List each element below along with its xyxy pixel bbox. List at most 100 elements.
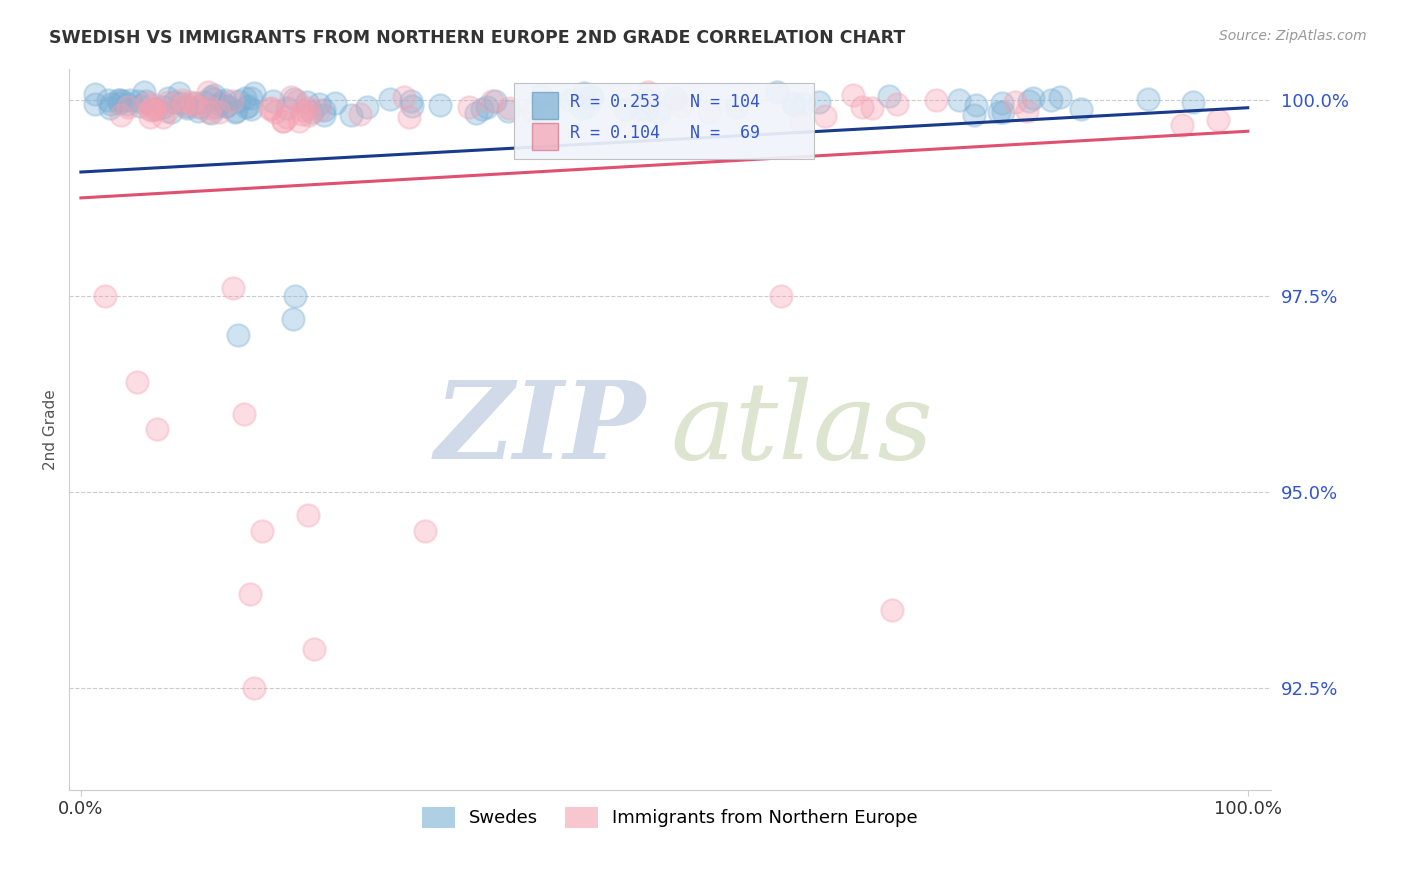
- Point: [471, 102, 494, 116]
- Point: [226, 328, 249, 343]
- Point: [276, 101, 298, 115]
- Point: [156, 104, 179, 119]
- Text: ZIP: ZIP: [434, 376, 647, 483]
- Point: [107, 95, 129, 110]
- Point: [291, 107, 314, 121]
- Point: [766, 85, 789, 99]
- Point: [323, 95, 346, 110]
- Point: [204, 100, 226, 114]
- Point: [127, 94, 149, 108]
- Point: [613, 102, 636, 116]
- Point: [1018, 95, 1040, 109]
- Point: [886, 96, 908, 111]
- Point: [284, 289, 307, 303]
- Point: [186, 99, 208, 113]
- Point: [138, 110, 160, 124]
- Point: [115, 96, 138, 111]
- Text: R = 0.104   N =  69: R = 0.104 N = 69: [571, 125, 761, 143]
- Point: [291, 103, 314, 117]
- Point: [285, 94, 308, 108]
- Point: [288, 114, 311, 128]
- Point: [349, 107, 371, 121]
- Point: [301, 105, 323, 120]
- Point: [297, 508, 319, 523]
- Point: [312, 108, 335, 122]
- Point: [782, 95, 804, 110]
- Point: [1171, 118, 1194, 132]
- Point: [481, 95, 503, 109]
- Point: [297, 101, 319, 115]
- Point: [110, 108, 132, 122]
- Point: [129, 98, 152, 112]
- Point: [233, 91, 256, 105]
- Point: [152, 100, 174, 114]
- Point: [200, 106, 222, 120]
- Point: [224, 104, 246, 119]
- Point: [94, 289, 117, 303]
- Point: [215, 99, 238, 113]
- Point: [880, 602, 903, 616]
- Point: [201, 92, 224, 106]
- Point: [225, 103, 247, 118]
- Point: [142, 102, 165, 116]
- Point: [725, 100, 748, 114]
- Point: [842, 87, 865, 102]
- Point: [172, 93, 194, 107]
- Point: [312, 103, 335, 117]
- Text: atlas: atlas: [671, 376, 934, 482]
- Point: [97, 94, 120, 108]
- Y-axis label: 2nd Grade: 2nd Grade: [44, 389, 58, 469]
- Point: [170, 96, 193, 111]
- Point: [135, 95, 157, 110]
- Point: [465, 106, 488, 120]
- Point: [581, 90, 603, 104]
- Point: [783, 97, 806, 112]
- Point: [790, 115, 813, 129]
- Point: [271, 114, 294, 128]
- Point: [339, 108, 361, 122]
- Point: [111, 95, 134, 109]
- Point: [948, 93, 970, 107]
- Point: [298, 108, 321, 122]
- Point: [1004, 95, 1026, 109]
- Point: [572, 86, 595, 100]
- Point: [157, 95, 180, 110]
- Text: SWEDISH VS IMMIGRANTS FROM NORTHERN EUROPE 2ND GRADE CORRELATION CHART: SWEDISH VS IMMIGRANTS FROM NORTHERN EURO…: [49, 29, 905, 46]
- Point: [484, 94, 506, 108]
- Point: [990, 96, 1012, 111]
- Point: [814, 109, 837, 123]
- Point: [851, 100, 873, 114]
- Text: R = 0.253   N = 104: R = 0.253 N = 104: [571, 94, 761, 112]
- Point: [167, 86, 190, 100]
- Point: [108, 93, 131, 107]
- Point: [308, 97, 330, 112]
- Point: [259, 102, 281, 116]
- Point: [125, 375, 148, 389]
- Point: [699, 105, 721, 120]
- Bar: [531, 122, 558, 150]
- Point: [769, 289, 792, 303]
- Point: [239, 102, 262, 116]
- Point: [628, 102, 651, 116]
- Point: [100, 97, 122, 112]
- Point: [208, 105, 231, 120]
- Point: [208, 96, 231, 111]
- Bar: [531, 92, 558, 119]
- Point: [139, 102, 162, 116]
- Point: [198, 104, 221, 119]
- Point: [84, 87, 107, 102]
- Point: [1040, 93, 1063, 107]
- FancyBboxPatch shape: [515, 83, 814, 159]
- Point: [145, 422, 167, 436]
- Point: [260, 101, 283, 115]
- Point: [647, 106, 669, 120]
- Point: [669, 99, 692, 113]
- Point: [84, 97, 107, 112]
- Point: [242, 86, 264, 100]
- Point: [398, 110, 420, 124]
- Point: [98, 101, 121, 115]
- Point: [1182, 95, 1205, 109]
- Point: [215, 99, 238, 113]
- Point: [380, 92, 402, 106]
- Point: [160, 104, 183, 119]
